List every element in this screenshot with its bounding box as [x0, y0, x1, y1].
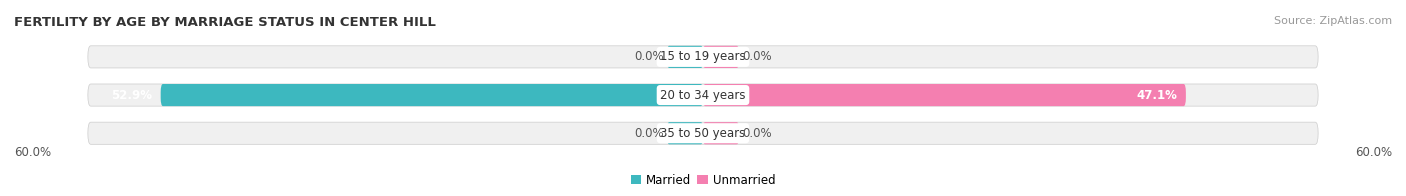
Text: 0.0%: 0.0%	[742, 127, 772, 140]
FancyBboxPatch shape	[87, 46, 1319, 68]
FancyBboxPatch shape	[160, 84, 703, 106]
Legend: Married, Unmarried: Married, Unmarried	[626, 169, 780, 191]
Text: 0.0%: 0.0%	[634, 127, 664, 140]
Text: 20 to 34 years: 20 to 34 years	[661, 89, 745, 102]
Text: 15 to 19 years: 15 to 19 years	[661, 50, 745, 63]
FancyBboxPatch shape	[666, 122, 703, 144]
Text: 47.1%: 47.1%	[1137, 89, 1178, 102]
Text: Source: ZipAtlas.com: Source: ZipAtlas.com	[1274, 16, 1392, 26]
Text: 0.0%: 0.0%	[634, 50, 664, 63]
Text: 60.0%: 60.0%	[1355, 146, 1392, 159]
FancyBboxPatch shape	[703, 122, 740, 144]
FancyBboxPatch shape	[87, 84, 1319, 106]
FancyBboxPatch shape	[703, 84, 1185, 106]
Text: FERTILITY BY AGE BY MARRIAGE STATUS IN CENTER HILL: FERTILITY BY AGE BY MARRIAGE STATUS IN C…	[14, 16, 436, 29]
Text: 60.0%: 60.0%	[14, 146, 51, 159]
FancyBboxPatch shape	[666, 46, 703, 68]
Text: 52.9%: 52.9%	[111, 89, 152, 102]
Text: 0.0%: 0.0%	[742, 50, 772, 63]
FancyBboxPatch shape	[87, 122, 1319, 144]
Text: 35 to 50 years: 35 to 50 years	[661, 127, 745, 140]
FancyBboxPatch shape	[703, 46, 740, 68]
